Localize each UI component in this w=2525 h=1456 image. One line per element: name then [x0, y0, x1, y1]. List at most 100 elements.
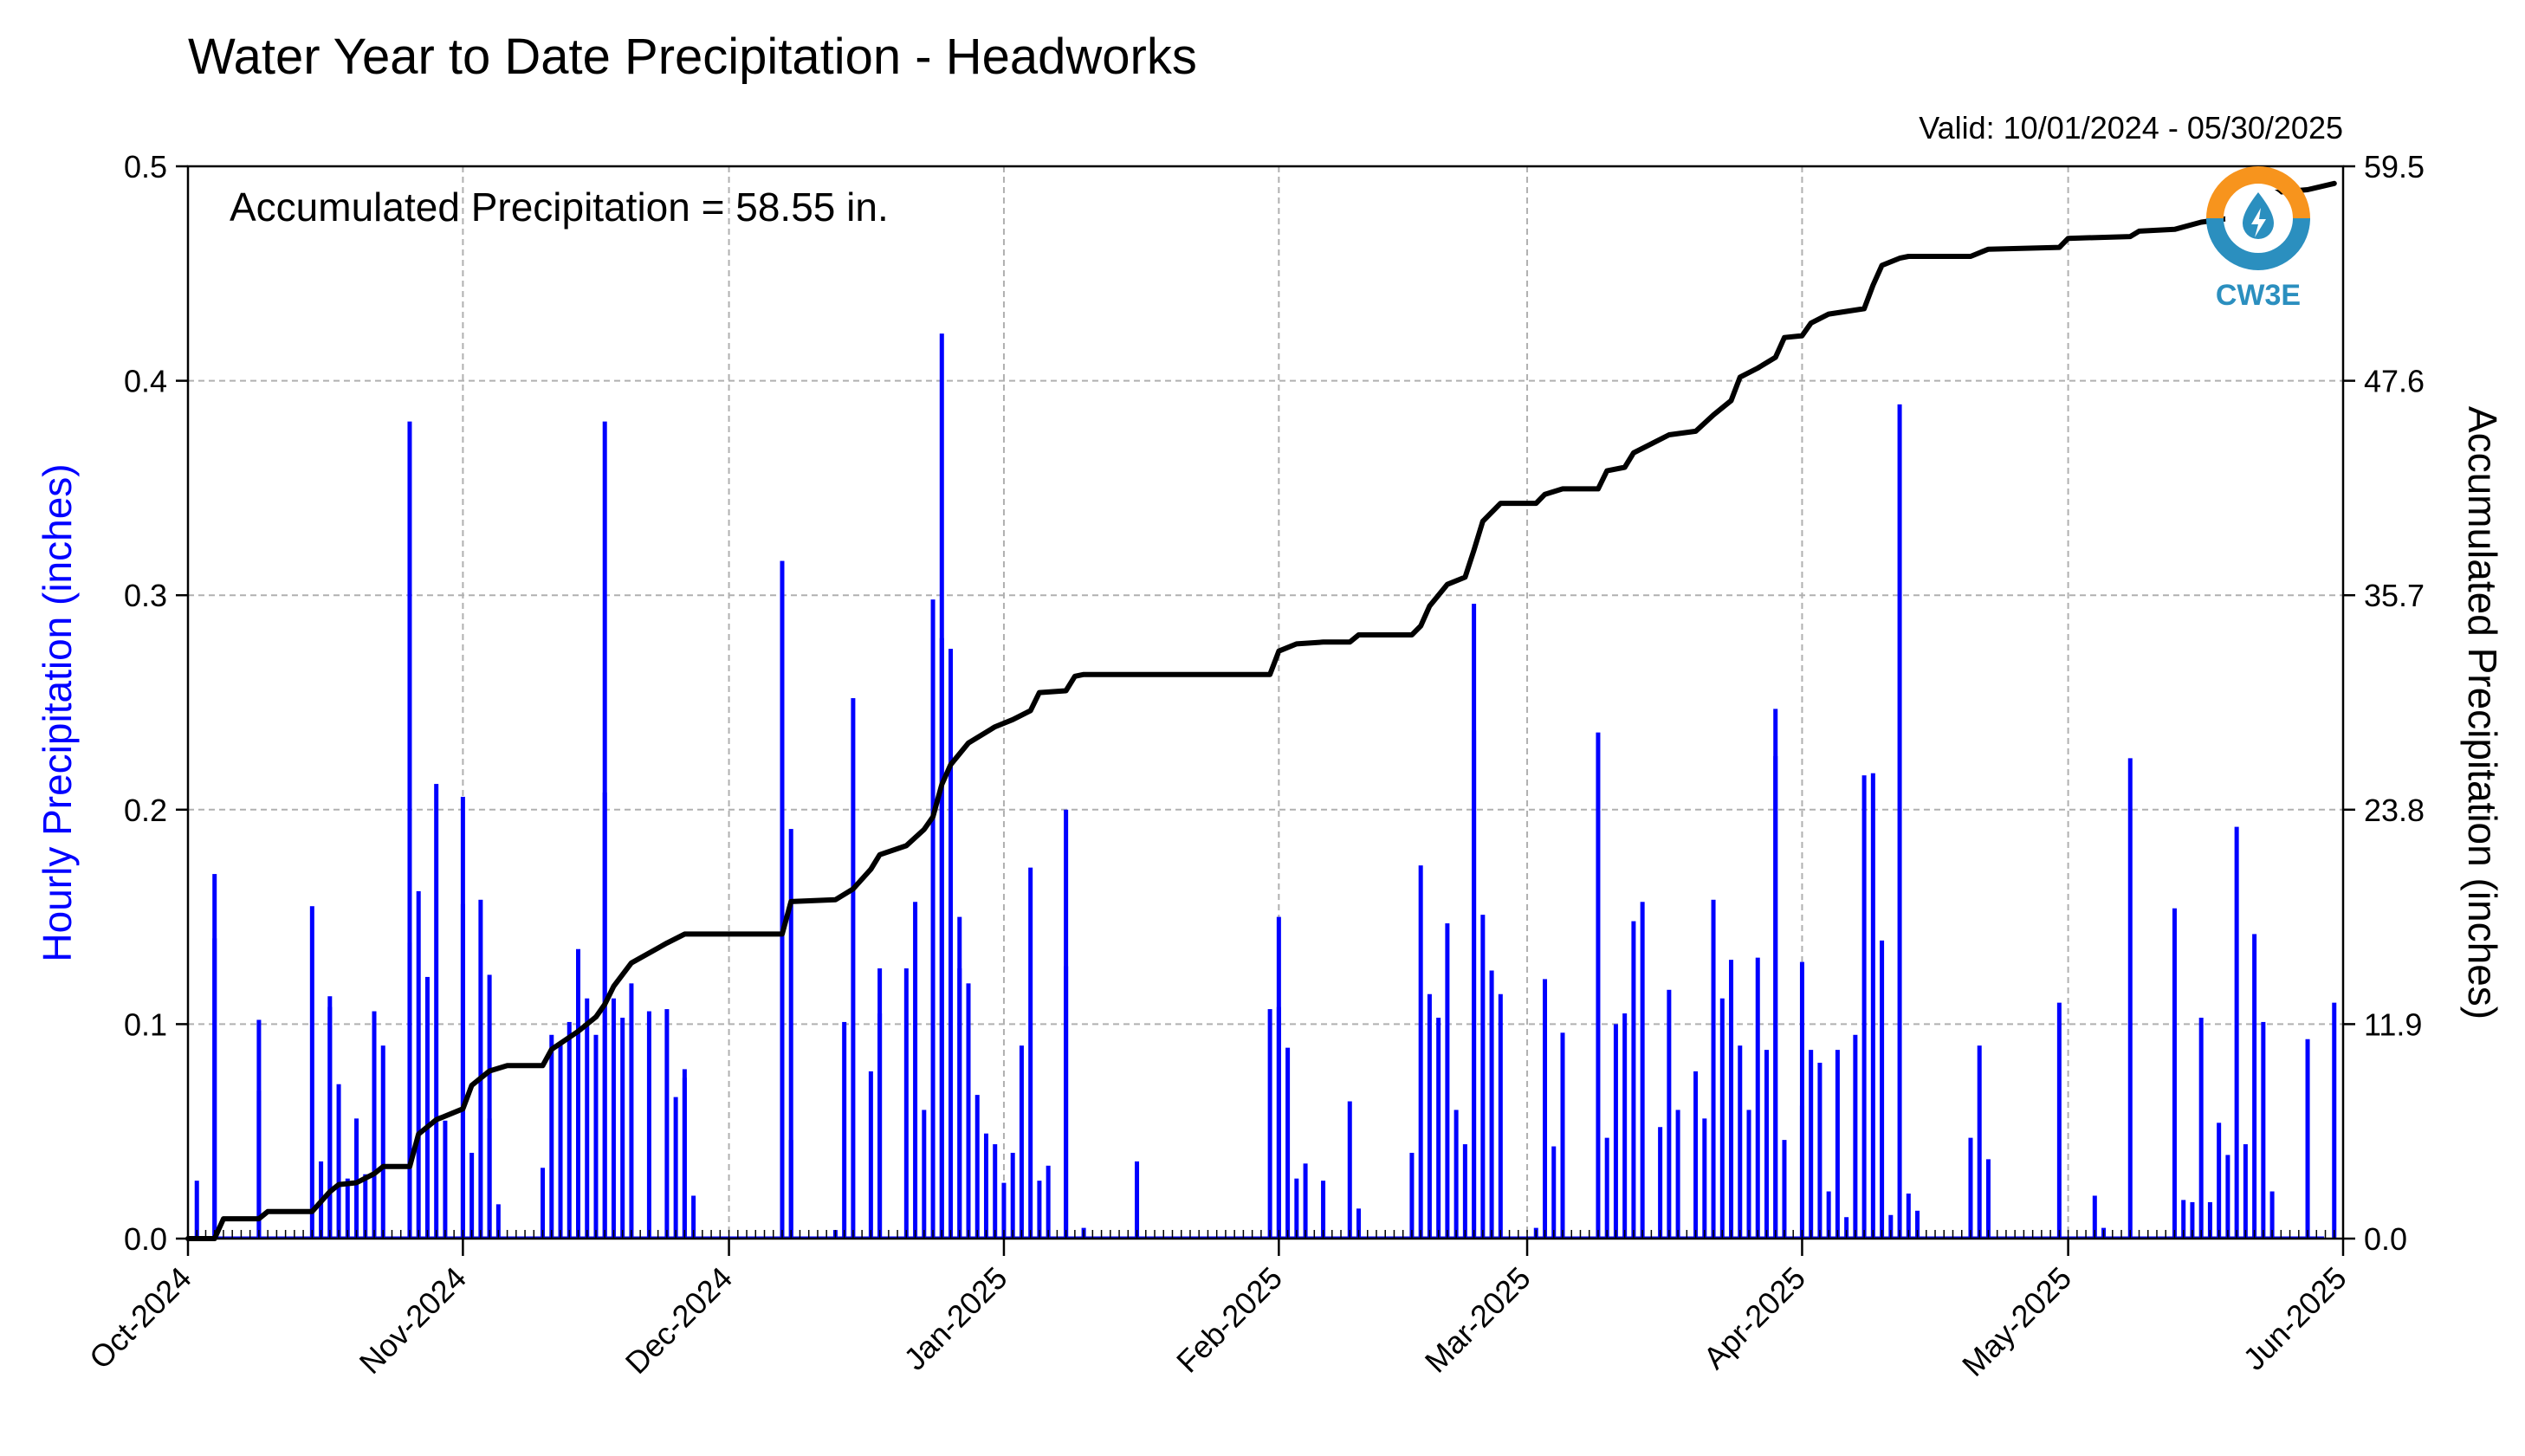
- hourly-precipitation-bar: [1888, 1214, 1894, 1239]
- hourly-precipitation-bar: [1764, 1050, 1769, 1239]
- hourly-precipitation-bar: [460, 903, 465, 1239]
- hourly-precipitation-bar: [966, 983, 971, 1239]
- hourly-precipitation-bar: [611, 998, 616, 1239]
- plot-frame: [186, 165, 2345, 1240]
- hourly-precipitation-bar: [1010, 1152, 1015, 1239]
- hourly-precipitation-bar: [1675, 1110, 1680, 1239]
- hourly-precipitation-bar: [443, 1120, 448, 1239]
- hourly-precipitation-bar: [1276, 1006, 1281, 1239]
- hourly-precipitation-bar: [691, 1195, 696, 1239]
- hourly-precipitation-bar: [1667, 989, 1672, 1239]
- hourly-precipitation-bar: [948, 649, 954, 1239]
- hourly-precipitation-bar: [478, 899, 483, 1239]
- hourly-precipitation-bar: [646, 1011, 651, 1239]
- hourly-precipitation-bar: [1037, 1181, 1042, 1239]
- hourly-precipitation-bar: [1303, 1163, 1308, 1239]
- hourly-precipitation-bar: [212, 874, 217, 1239]
- hourly-precipitation-bar: [1711, 899, 1716, 1239]
- hourly-precipitation-bar: [1782, 1140, 1787, 1239]
- y2-tick-label: 0.0: [2364, 1221, 2407, 1257]
- hourly-precipitation-bar: [424, 976, 430, 1239]
- hourly-precipitation-bar: [2056, 1002, 2062, 1239]
- hourly-precipitation-bar: [1356, 1208, 1362, 1239]
- hourly-precipitation-bar: [930, 599, 936, 1239]
- hourly-precipitation-bar: [1755, 957, 1760, 1239]
- hourly-precipitation-bar: [1835, 1050, 1840, 1239]
- hourly-precipitation-bar: [2225, 1155, 2230, 1239]
- hourly-precipitation-bar: [1543, 979, 1548, 1239]
- hourly-precipitation-bar: [2127, 758, 2133, 1239]
- hourly-precipitation-bar: [1445, 923, 1450, 1239]
- hourly-precipitation-bar: [372, 1011, 377, 1239]
- hourly-precipitation-bar: [629, 983, 634, 1239]
- hourly-precipitation-bar: [1001, 1182, 1007, 1239]
- hourly-precipitation-bar: [1596, 732, 1601, 1239]
- hourly-precipitation-bar: [593, 1034, 599, 1239]
- hourly-precipitation-bar: [851, 698, 856, 1239]
- hourly-precipitation-bar: [2243, 1144, 2248, 1239]
- hourly-precipitation-bar: [2269, 1191, 2275, 1239]
- hourly-precipitation-bar: [1826, 1191, 1831, 1239]
- hourly-precipitation-bar: [407, 421, 412, 1239]
- accumulated-precipitation-series: [185, 180, 2337, 1241]
- hourly-precipitation-bar: [1693, 1071, 1699, 1239]
- hourly-precipitation-bar: [2305, 1039, 2310, 1239]
- hourly-precipitation-bar: [1746, 1110, 1751, 1239]
- logo-ring-bottom: [2206, 217, 2310, 270]
- hourly-precipitation-bar: [194, 1181, 199, 1239]
- y-tick-label: 0.5: [124, 149, 167, 184]
- hourly-precipitation-bar: [1267, 1009, 1272, 1239]
- hourly-precipitation-bar: [993, 1144, 998, 1239]
- hourly-precipitation-bar: [1285, 1047, 1291, 1239]
- hourly-precipitation-bar: [363, 1174, 368, 1239]
- hourly-precipitation-bar: [1729, 960, 1734, 1239]
- hourly-precipitation-bar: [1817, 1062, 1823, 1239]
- hourly-precipitation-bar: [541, 1168, 546, 1239]
- hourly-precipitation-bar: [1906, 1194, 1911, 1239]
- hourly-precipitation-bar: [913, 902, 918, 1239]
- hourly-precipitation-bar: [1968, 1137, 1973, 1239]
- hourly-precipitation-bar: [1462, 1144, 1467, 1239]
- hourly-precipitation-bar: [585, 998, 590, 1239]
- hourly-precipitation-bar: [336, 1084, 341, 1239]
- y2-tick-label: 59.5: [2364, 149, 2425, 184]
- hourly-precipitation-bar: [495, 1204, 501, 1239]
- hourly-precipitation-bar: [256, 1019, 262, 1239]
- hourly-precipitation-bar: [1409, 1152, 1415, 1239]
- hourly-precipitation-bar: [1870, 773, 1875, 1239]
- hourly-precipitation-bar: [983, 1133, 988, 1239]
- hourly-precipitation-bar: [1658, 1127, 1663, 1239]
- hourly-precipitation-bar: [434, 784, 439, 1239]
- hourly-precipitation-bar: [1861, 775, 1867, 1239]
- accumulated-precipitation-line: [185, 180, 2337, 1241]
- hourly-precipitation-bar: [327, 996, 333, 1239]
- hourly-precipitation-bar: [1915, 1210, 1920, 1239]
- hourly-precipitation-bar: [1844, 1217, 1849, 1239]
- hourly-precipitation-bar: [2261, 1021, 2266, 1239]
- hourly-precipitation-bar: [673, 1097, 678, 1239]
- hourly-precipitation-bar: [1773, 755, 1778, 1239]
- hourly-precipitation-bar: [1480, 915, 1486, 1239]
- cw3e-logo: CW3E: [2206, 166, 2310, 312]
- hourly-precipitation-bar: [1640, 902, 1645, 1239]
- hourly-precipitation-bar: [309, 906, 314, 1239]
- hourly-precipitation-bar: [2181, 1200, 2186, 1239]
- hourly-precipitation-bar: [416, 890, 421, 1239]
- hourly-precipitation-bar: [2332, 1002, 2337, 1239]
- y-tick-label: 0.4: [124, 364, 167, 399]
- hourly-precipitation-bar: [380, 1045, 385, 1239]
- y2-tick-label: 47.6: [2364, 364, 2425, 399]
- hourly-precipitation-bar: [664, 1009, 670, 1239]
- hourly-precipitation-bar: [345, 1178, 350, 1239]
- hourly-precipitation-bar: [602, 792, 607, 1239]
- hourly-precipitation-bar: [1418, 865, 1423, 1239]
- hourly-precipitation-bar: [1321, 1181, 1326, 1239]
- y2-tick-label: 23.8: [2364, 793, 2425, 828]
- hourly-precipitation-bar: [1551, 1146, 1557, 1239]
- hourly-precipitation-bar: [1498, 993, 1503, 1239]
- logo-ring-top: [2206, 166, 2310, 219]
- y2-tick-label: 11.9: [2364, 1006, 2422, 1042]
- hourly-precipitation-bar: [1489, 970, 1494, 1239]
- hourly-precipitation-bar: [1985, 1159, 1991, 1239]
